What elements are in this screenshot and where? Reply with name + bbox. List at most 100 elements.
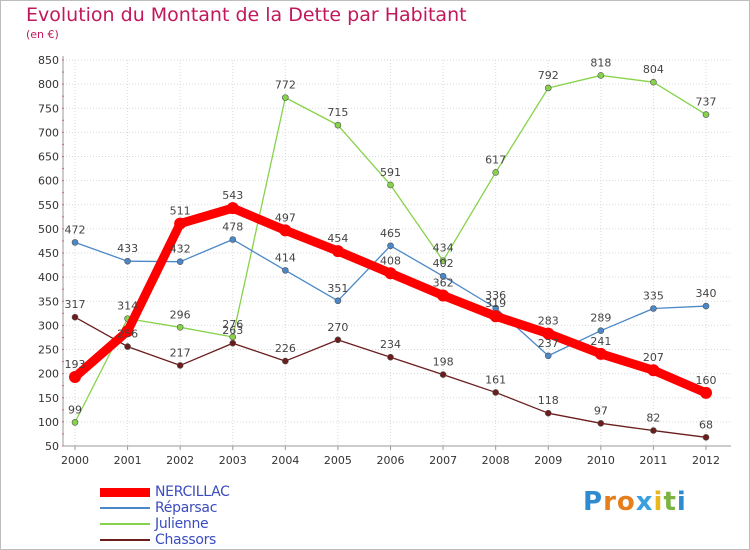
logo-letter: i bbox=[676, 487, 687, 517]
data-point bbox=[176, 324, 184, 331]
data-label: 591 bbox=[380, 166, 401, 179]
x-tick-label: 2007 bbox=[429, 454, 457, 467]
data-label: 270 bbox=[327, 321, 348, 334]
x-tick-label: 2003 bbox=[219, 454, 247, 467]
data-point bbox=[229, 339, 237, 347]
data-label: 818 bbox=[590, 56, 611, 69]
data-point bbox=[542, 327, 555, 340]
legend-swatch bbox=[100, 539, 150, 541]
data-point bbox=[702, 302, 710, 310]
data-label: 351 bbox=[327, 282, 348, 295]
series bbox=[69, 72, 712, 441]
data-point bbox=[597, 420, 605, 427]
data-label: 161 bbox=[485, 373, 506, 386]
data-label: 296 bbox=[170, 308, 191, 321]
legend-swatch bbox=[100, 523, 150, 525]
data-label: 434 bbox=[433, 242, 454, 255]
data-label: 256 bbox=[117, 328, 138, 341]
y-tick-label: 250 bbox=[38, 344, 59, 357]
data-point bbox=[331, 245, 344, 258]
data-point bbox=[229, 333, 237, 341]
data-label: 314 bbox=[117, 300, 138, 313]
data-point bbox=[702, 111, 710, 118]
data-point bbox=[439, 257, 447, 265]
data-point bbox=[176, 258, 184, 265]
data-point bbox=[69, 371, 81, 384]
logo-letter: P bbox=[583, 487, 604, 517]
data-point bbox=[124, 257, 131, 265]
data-label: 241 bbox=[590, 335, 611, 348]
data-label: 402 bbox=[433, 257, 454, 270]
legend-label: NERCILLAC bbox=[155, 484, 230, 500]
logo-letter: x bbox=[635, 487, 654, 517]
data-label: 617 bbox=[485, 153, 506, 166]
data-point bbox=[700, 386, 712, 399]
data-point bbox=[282, 267, 289, 274]
y-tick-label: 50 bbox=[45, 440, 59, 453]
data-point bbox=[282, 357, 289, 365]
legend-label: Réparsac bbox=[155, 500, 218, 516]
data-label: 226 bbox=[275, 342, 296, 355]
data-point bbox=[597, 72, 605, 79]
data-point bbox=[439, 371, 447, 378]
data-point bbox=[71, 313, 79, 321]
data-point bbox=[492, 389, 499, 396]
data-point bbox=[544, 352, 552, 360]
data-labels: 193 511 543 497 454 408 362 319 283 241 207 160 472 4… bbox=[65, 56, 717, 431]
y-tick-label: 650 bbox=[38, 151, 59, 164]
chart-title: Evolution du Montant de la Dette par Hab… bbox=[26, 4, 467, 26]
data-label: 68 bbox=[699, 418, 713, 431]
data-label: 193 bbox=[65, 358, 86, 371]
data-label: 289 bbox=[590, 312, 611, 325]
data-point bbox=[437, 289, 450, 302]
data-point bbox=[334, 121, 342, 129]
data-point bbox=[489, 310, 502, 323]
y-tick-label: 700 bbox=[38, 126, 59, 139]
y-tick-label: 400 bbox=[38, 271, 59, 284]
logo-letter: r bbox=[603, 487, 617, 517]
data-label: 336 bbox=[485, 289, 506, 302]
x-tick-label: 2009 bbox=[534, 454, 562, 467]
data-label: 543 bbox=[222, 189, 243, 202]
data-point bbox=[647, 364, 660, 377]
legend-swatch bbox=[100, 507, 150, 509]
x-tick-label: 2011 bbox=[639, 454, 667, 467]
data-label: 217 bbox=[170, 346, 191, 359]
x-tick-label: 2006 bbox=[377, 454, 405, 467]
data-label: 118 bbox=[538, 394, 559, 407]
data-point bbox=[282, 94, 289, 101]
data-point bbox=[71, 419, 79, 426]
y-tick-label: 300 bbox=[38, 319, 59, 332]
data-label: 472 bbox=[65, 223, 86, 236]
data-label: 283 bbox=[538, 315, 559, 328]
data-point bbox=[174, 217, 187, 230]
data-point bbox=[650, 305, 657, 312]
data-label: 408 bbox=[380, 254, 401, 267]
data-label: 454 bbox=[327, 232, 348, 245]
y-tick-label: 600 bbox=[38, 175, 59, 188]
data-label: 511 bbox=[170, 205, 191, 218]
logo-letter: t bbox=[663, 487, 677, 517]
x-tick-label: 2000 bbox=[61, 454, 89, 467]
data-point bbox=[544, 409, 552, 417]
data-point bbox=[594, 347, 607, 360]
data-label: 276 bbox=[222, 318, 243, 331]
data-point bbox=[124, 343, 131, 350]
data-label: 433 bbox=[117, 242, 138, 255]
data-label: 497 bbox=[275, 211, 296, 224]
data-point bbox=[121, 325, 134, 338]
data-label: 82 bbox=[646, 412, 660, 425]
data-label: 97 bbox=[594, 404, 608, 417]
data-point bbox=[279, 224, 292, 237]
data-point bbox=[384, 267, 397, 280]
data-label: 478 bbox=[222, 220, 243, 233]
data-label: 414 bbox=[275, 251, 296, 264]
data-label: 465 bbox=[380, 227, 401, 240]
series-line-chassors bbox=[74, 316, 707, 438]
data-label: 319 bbox=[485, 297, 506, 310]
data-label: 263 bbox=[222, 324, 243, 337]
data-label: 234 bbox=[380, 338, 401, 351]
y-tick-label: 150 bbox=[38, 392, 59, 405]
x-tick-label: 2010 bbox=[587, 454, 615, 467]
